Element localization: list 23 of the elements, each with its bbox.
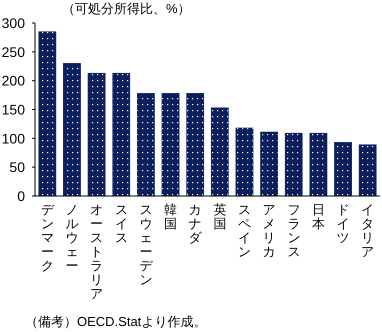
x-tick-label: アメリカ xyxy=(262,202,276,259)
x-tick-label: スイス xyxy=(114,202,128,245)
y-tick-label: 50 xyxy=(9,159,26,176)
text: （備考）OECD.Statより作成。 xyxy=(25,314,206,329)
x-tick-label: 韓国 xyxy=(164,202,178,231)
y-tick-label: 300 xyxy=(2,15,26,31)
y-tick-label: 250 xyxy=(2,44,26,60)
x-tick-label: 英国 xyxy=(213,202,226,231)
y-tick-label: 150 xyxy=(2,102,26,118)
x-tick-label: ノルウェー xyxy=(65,202,78,273)
x-tick-label: デンマーク xyxy=(40,202,55,273)
x-tick-label: フランス xyxy=(287,202,300,259)
x-tick-label: イタリア xyxy=(361,202,374,259)
y-tick-label: 0 xyxy=(17,188,26,204)
x-tick-label: オーストラリア xyxy=(90,202,104,301)
x-tick-label: スペイン xyxy=(238,202,251,259)
x-tick-label: カナダ xyxy=(188,202,203,245)
x-tick-label: ドイツ xyxy=(336,202,350,245)
x-tick-label: 日本 xyxy=(312,202,325,231)
y-tick-label: 200 xyxy=(2,72,26,89)
y-tick-label: 100 xyxy=(2,130,26,146)
x-tick-label: スウェーデン xyxy=(139,202,154,287)
y-axis-title: （可処分所得比、%） xyxy=(62,1,191,16)
